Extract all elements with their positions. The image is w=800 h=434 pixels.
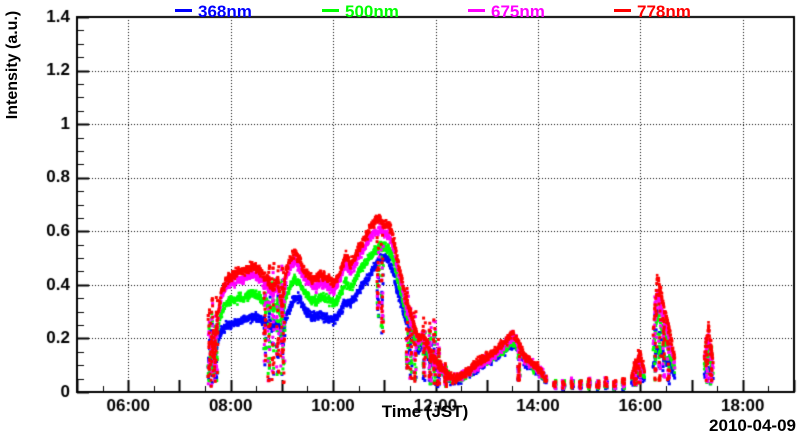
legend-dash-675nm [468, 9, 485, 12]
legend-item-500nm: 500nm [322, 2, 399, 22]
date-label: 2010-04-09 [709, 416, 796, 434]
legend-label-675nm: 675nm [491, 2, 545, 21]
legend-item-778nm: 778nm [614, 2, 691, 22]
legend-dash-368nm [175, 9, 192, 12]
legend-label-368nm: 368nm [198, 2, 252, 21]
legend-label-500nm: 500nm [345, 2, 399, 21]
legend-dash-500nm [322, 9, 339, 12]
legend-label-778nm: 778nm [637, 2, 691, 21]
legend-item-675nm: 675nm [468, 2, 545, 22]
y-axis-title: Intensity (a.u.) [4, 10, 21, 120]
legend-item-368nm: 368nm [175, 2, 252, 22]
legend-dash-778nm [614, 9, 631, 12]
x-axis-title: Time (JST) [381, 402, 469, 421]
